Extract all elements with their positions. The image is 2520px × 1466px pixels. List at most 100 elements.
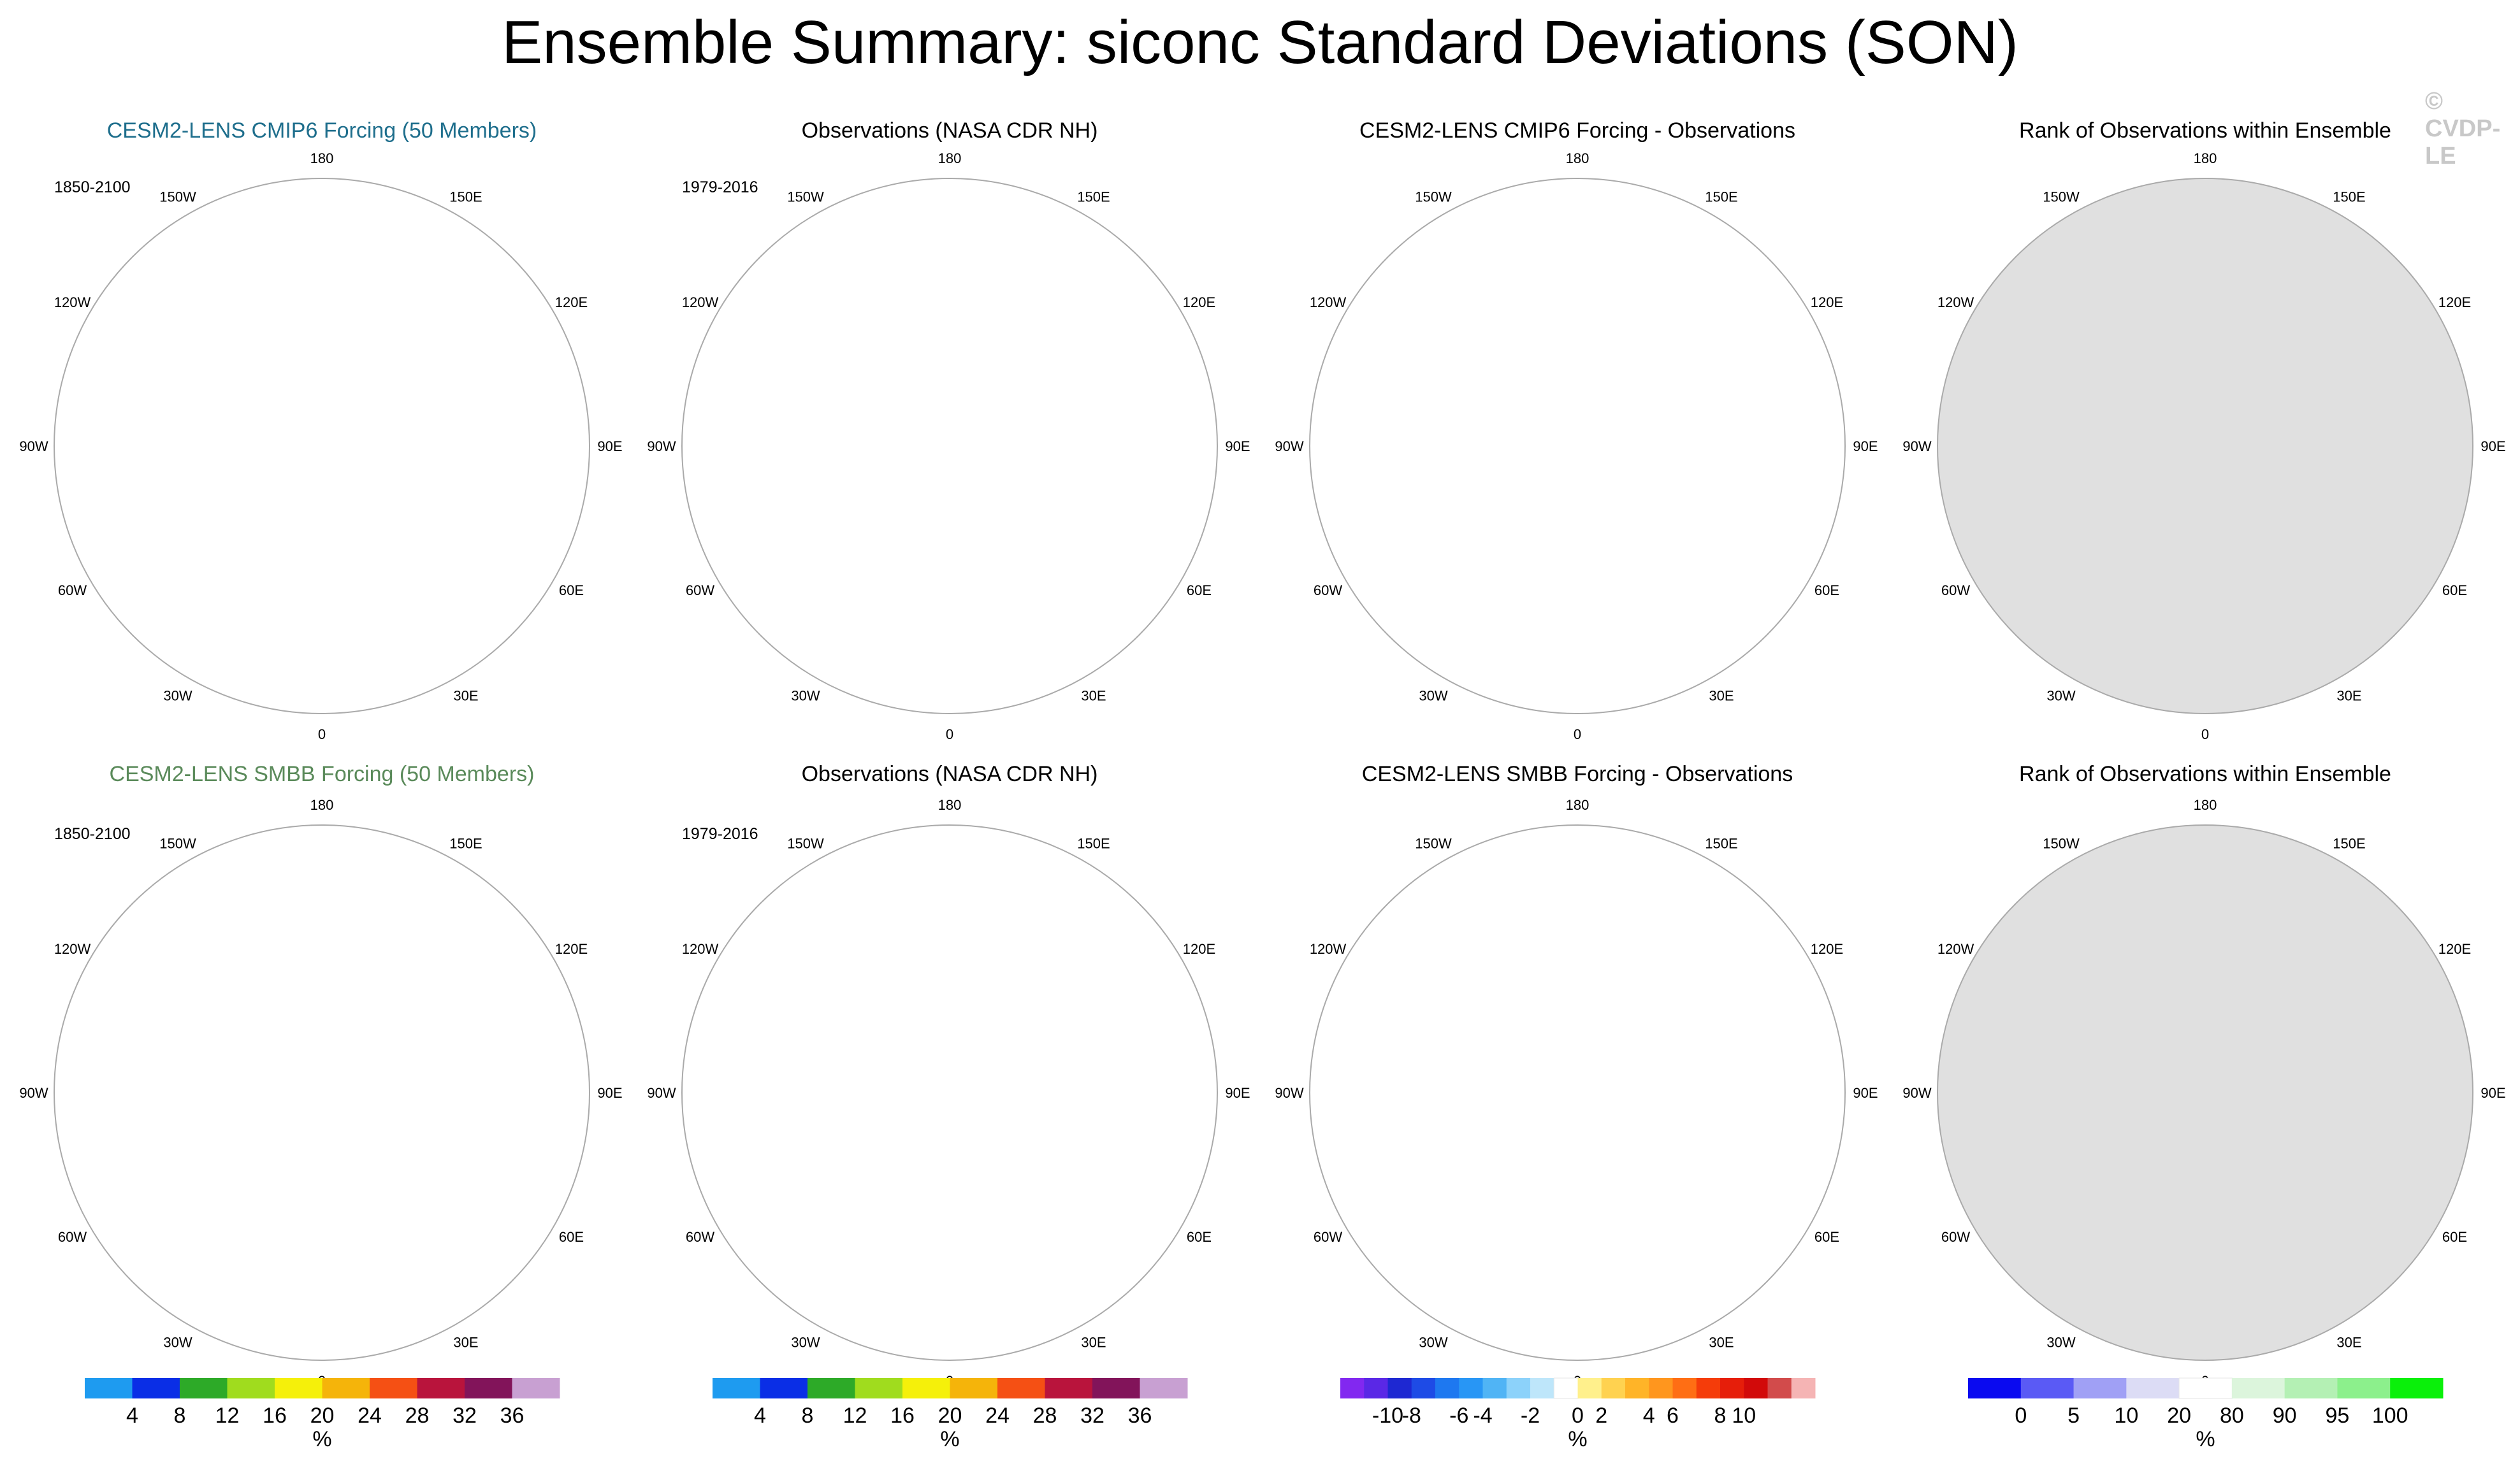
colorbar-swatch [1791, 1378, 1816, 1398]
longitude-label: 90E [2480, 438, 2505, 454]
colorbar-swatch [465, 1378, 512, 1398]
colorbar-swatch [1601, 1378, 1626, 1398]
map-boundary [54, 824, 590, 1361]
longitude-label: 180 [1566, 797, 1589, 813]
longitude-label: 120E [2438, 941, 2471, 957]
map-ocean [54, 178, 590, 714]
colorbar-swatch [1553, 1377, 1579, 1399]
longitude-label: 120W [54, 294, 91, 310]
colorbar-tick-label: 36 [500, 1404, 525, 1428]
colorbar-tick-label: 10 [2114, 1404, 2138, 1428]
longitude-label: 30E [2336, 1334, 2361, 1350]
colorbar-swatch [417, 1378, 465, 1398]
longitude-label: 150W [2043, 836, 2080, 852]
longitude-label: 180 [310, 797, 334, 813]
colorbar-swatch [2178, 1377, 2233, 1399]
colorbar-tick-label: 2 [1595, 1404, 1607, 1428]
colorbar-tick-label: -10 [1372, 1404, 1403, 1428]
colorbar-tick-label: 100 [2372, 1404, 2408, 1428]
colorbar-tick-label: 8 [802, 1404, 814, 1428]
colorbar: 0 5 10 20 80 90 95 100% [1968, 1377, 2444, 1451]
longitude-label: 60W [58, 1229, 87, 1245]
colorbar-tick-label: 6 [1667, 1404, 1679, 1428]
colorbar-swatch [322, 1378, 370, 1398]
longitude-label: 60W [58, 582, 87, 598]
colorbar-swatch [2020, 1378, 2075, 1398]
longitude-label: 60E [1187, 1229, 1212, 1245]
longitude-label: 120E [1183, 941, 1215, 957]
colorbar-unit-label: % [1568, 1427, 1587, 1451]
colorbar-tick-label: 12 [843, 1404, 867, 1428]
colorbar-tick-label: 80 [2220, 1404, 2244, 1428]
longitude-label: 90W [1275, 438, 1303, 454]
longitude-label: 150E [2333, 189, 2365, 205]
longitude-label: 90E [1853, 1085, 1878, 1101]
longitude-label: 150E [1077, 836, 1110, 852]
longitude-label: 90E [597, 438, 622, 454]
colorbar-tick-label: 0 [2015, 1404, 2027, 1428]
colorbar-swatch [1506, 1378, 1531, 1398]
map-panel-0: 180 150E 120E 90E 60E 30E 0 30W 60W 90W 120W 150W [19, 150, 622, 742]
colorbar-tick-label: -2 [1521, 1404, 1540, 1428]
colorbar-tick-label: 16 [890, 1404, 915, 1428]
longitude-label: 150E [449, 189, 482, 205]
longitude-label: 60W [1314, 1229, 1342, 1245]
map-boundary [1309, 824, 1846, 1361]
colorbar-tick-label: 20 [2167, 1404, 2191, 1428]
colorbar-swatch [180, 1378, 228, 1398]
colorbar-swatch [1696, 1378, 1721, 1398]
longitude-label: 120W [1937, 294, 1974, 310]
colorbar-tick-label: 4 [1643, 1404, 1655, 1428]
period-label: 1979-2016 [682, 825, 758, 843]
colorbar-tick-label: 95 [2326, 1404, 2350, 1428]
colorbar-tick-label: 36 [1128, 1404, 1152, 1428]
longitude-label: 0 [1574, 726, 1581, 742]
longitude-label: 30E [1081, 1334, 1106, 1350]
colorbar-swatch [855, 1378, 903, 1398]
colorbar-tick-label: 20 [310, 1404, 335, 1428]
colorbar-swatch [370, 1378, 417, 1398]
longitude-label: 180 [2194, 150, 2217, 166]
longitude-label: 120W [682, 294, 719, 310]
longitude-label: 90W [1902, 438, 1931, 454]
longitude-label: 60E [1187, 582, 1212, 598]
longitude-label: 120W [1310, 941, 1347, 957]
longitude-label: 150E [1077, 189, 1110, 205]
colorbar-swatch [2390, 1378, 2444, 1398]
longitude-label: 120E [555, 941, 588, 957]
colorbar: 4 8 12 16 20 24 28 32 36% [713, 1378, 1188, 1451]
longitude-label: 30E [453, 1334, 478, 1350]
map-ocean [54, 825, 590, 1360]
panel-title: CESM2-LENS SMBB Forcing - Observations [1361, 762, 1793, 786]
colorbar-swatch [713, 1378, 760, 1398]
colorbar-swatch [1092, 1378, 1140, 1398]
colorbar-tick-label: 32 [1080, 1404, 1104, 1428]
longitude-label: 0 [318, 726, 326, 742]
panel-title: CESM2-LENS CMIP6 Forcing (50 Members) [106, 119, 537, 143]
colorbar-tick-label: 4 [126, 1404, 138, 1428]
panel-title: Rank of Observations within Ensemble [2019, 762, 2391, 786]
map-panel-2: 180 150E 120E 90E 60E 30E 0 30W 60W 90W 120W 150W [1275, 150, 1878, 742]
longitude-label: 30E [1709, 687, 1734, 703]
panel-title: Rank of Observations within Ensemble [2019, 119, 2391, 143]
longitude-label: 120W [682, 941, 719, 957]
longitude-label: 30E [453, 687, 478, 703]
colorbar-tick-label: 12 [215, 1404, 240, 1428]
longitude-label: 60E [1814, 582, 1839, 598]
longitude-label: 60W [1314, 582, 1342, 598]
map-ocean [682, 825, 1217, 1360]
map-ocean [1937, 178, 2473, 714]
colorbar-unit-label: % [2196, 1427, 2215, 1451]
colorbar-tick-label: 32 [453, 1404, 477, 1428]
map-panel-1: 180 150E 120E 90E 60E 30E 0 30W 60W 90W 120W 150W [647, 150, 1250, 742]
period-label: 1850-2100 [54, 178, 131, 196]
colorbar-swatch [807, 1378, 855, 1398]
colorbar-swatch [1459, 1378, 1483, 1398]
longitude-label: 150E [1705, 836, 1737, 852]
longitude-label: 90E [1225, 1085, 1250, 1101]
colorbar-swatch [1720, 1378, 1744, 1398]
colorbar: -10-8 -6 -4 -2 0 2 4 6 8 10% [1340, 1377, 1816, 1451]
colorbar-unit-label: % [940, 1427, 959, 1451]
longitude-label: 150E [449, 836, 482, 852]
colorbar-swatch [2284, 1378, 2338, 1398]
